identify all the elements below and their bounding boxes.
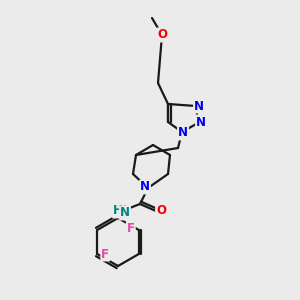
Text: H: H bbox=[116, 205, 124, 215]
Text: F: F bbox=[127, 221, 135, 235]
Text: H: H bbox=[113, 205, 123, 218]
Text: O: O bbox=[156, 205, 166, 218]
Text: O: O bbox=[157, 28, 167, 41]
Text: F: F bbox=[101, 248, 109, 260]
Text: N: N bbox=[194, 100, 204, 112]
Text: N: N bbox=[140, 181, 150, 194]
Text: N: N bbox=[196, 116, 206, 128]
Text: N: N bbox=[120, 206, 130, 220]
Text: H: H bbox=[114, 205, 126, 215]
Text: N: N bbox=[178, 127, 188, 140]
